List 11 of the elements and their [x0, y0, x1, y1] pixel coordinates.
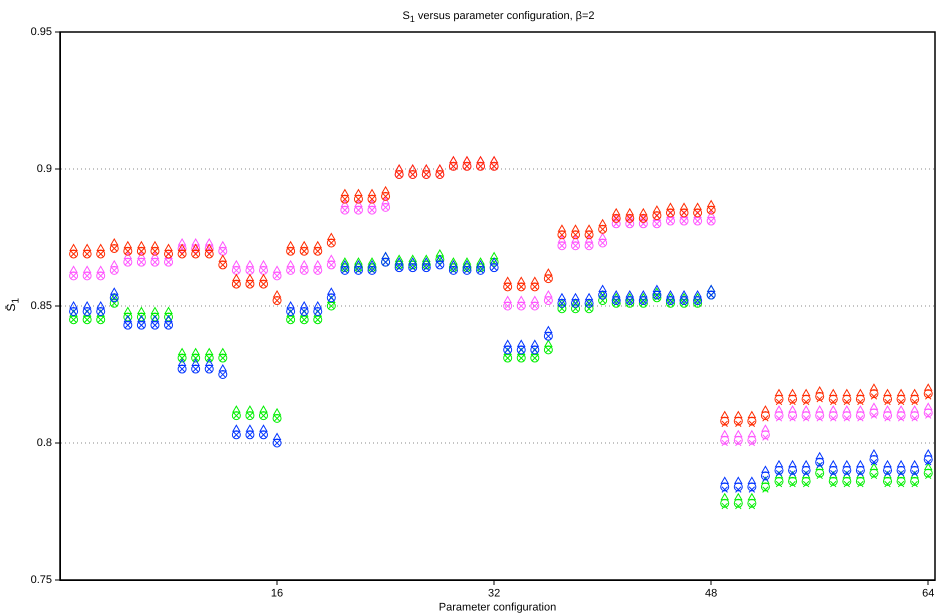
x-tick-label: 48	[705, 588, 718, 600]
y-tick-label: 0.9	[36, 163, 52, 176]
x-tick-label: 64	[922, 588, 934, 600]
y-tick-label: 0.8	[36, 437, 52, 450]
chart-title: S$_{1}$ versus parameter configuration, β=2	[401, 10, 596, 24]
y-tick-label: 0.95	[30, 26, 52, 38]
y-tick-label: 0.75	[30, 574, 52, 586]
x-tick-label: 16	[270, 588, 284, 600]
x-tick-label: 32	[488, 588, 500, 600]
y-tick-label: 0.85	[30, 300, 52, 312]
x-axis-title: Parameter configuration	[438, 601, 556, 614]
